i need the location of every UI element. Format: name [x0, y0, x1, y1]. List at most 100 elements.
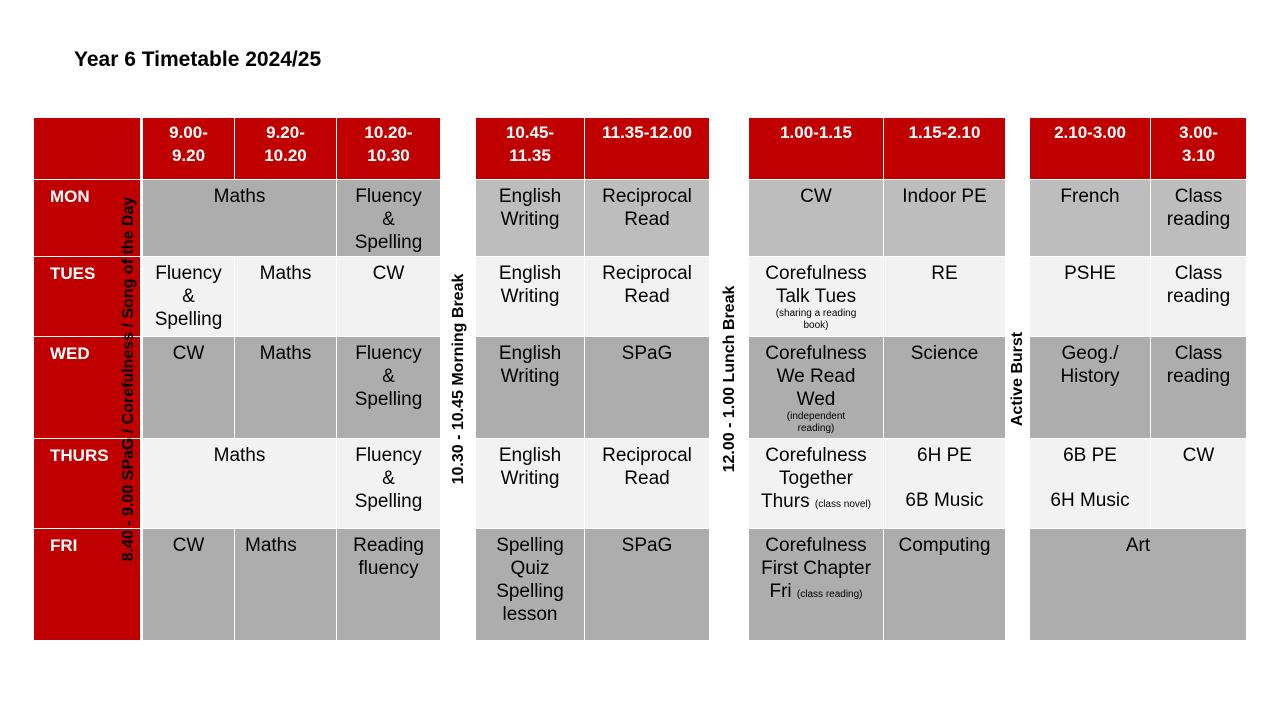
tues-fluency-l1: Fluency — [155, 263, 222, 284]
fri-corefulness-l3: Fri (class reading) — [769, 580, 862, 606]
day-label-fri: FRI — [34, 529, 141, 641]
wed-science: Science — [884, 337, 1006, 439]
wed-cw: CW — [143, 337, 235, 439]
mon-class-reading-l1: Class — [1174, 186, 1223, 207]
mon-fluency-l3: Spelling — [354, 232, 423, 253]
tues-class-reading: Class reading — [1151, 257, 1247, 337]
thurs-corefulness: Corefulness Together Thurs (class novel) — [749, 439, 884, 529]
active-burst-label: Active Burst — [1009, 331, 1026, 427]
mon-reciprocal-l2: Read — [624, 209, 670, 230]
thurs-music2-text: 6H Music — [1050, 490, 1130, 511]
wed-fluency-l3: Spelling — [354, 389, 423, 410]
fri-spelling-l1: Spelling — [496, 535, 564, 556]
header-1-00-line1: 1.00-1.15 — [780, 123, 852, 142]
mon-fluency-l1: Fluency — [355, 186, 422, 207]
thurs-cw-text: CW — [1182, 445, 1215, 466]
tues-reciprocal-l2: Read — [624, 286, 670, 307]
wed-class-reading-l2: reading — [1166, 366, 1231, 387]
tues-fluency: Fluency & Spelling — [143, 257, 235, 337]
header-1-15: 1.15-2.10 — [884, 118, 1006, 180]
mon-english: English Writing — [476, 180, 585, 257]
tues-fluency-l3: Spelling — [154, 309, 223, 330]
header-11-35: 11.35-12.00 — [585, 118, 710, 180]
tues-corefulness: Corefulness Talk Tues (sharing a reading… — [749, 257, 884, 337]
header-1-00: 1.00-1.15 — [749, 118, 884, 180]
tues-corefulness-l1: Corefulness — [765, 263, 867, 284]
thurs-maths-text: Maths — [213, 445, 266, 466]
wed-geog-l2: History — [1060, 366, 1120, 387]
fri-corefulness-l1: Corefulness — [765, 535, 867, 556]
header-9-00-line2: 9.20 — [171, 146, 206, 165]
mon-fluency-l2: & — [382, 209, 395, 230]
wed-fluency: Fluency & Spelling — [337, 337, 441, 439]
header-10-20-line2: 10.30 — [367, 146, 410, 165]
fri-spag-text: SPaG — [621, 535, 673, 556]
header-1-15-line1: 1.15-2.10 — [908, 123, 981, 142]
thurs-corefulness-day: Thurs — [761, 491, 810, 512]
wed-english-l1: English — [498, 343, 562, 364]
wed-maths: Maths — [235, 337, 337, 439]
header-10-20-line1: 10.20- — [364, 123, 413, 142]
header-2-10: 2.10-3.00 — [1030, 118, 1151, 180]
header-9-20-line1: 9.20- — [266, 123, 305, 142]
header-9-20: 9.20- 10.20 — [235, 118, 337, 180]
thurs-corefulness-l1: Corefulness — [765, 445, 867, 466]
mon-class-reading-l2: reading — [1166, 209, 1231, 230]
tues-reciprocal: Reciprocal Read — [585, 257, 710, 337]
wed-english-l2: Writing — [500, 366, 560, 387]
lunch-break-label: 12.00 - 1.00 Lunch Break — [721, 285, 738, 473]
mon-cw: CW — [749, 180, 884, 257]
tues-pshe: PSHE — [1030, 257, 1151, 337]
tues-fluency-l2: & — [182, 286, 195, 307]
fri-cw: CW — [143, 529, 235, 641]
tues-english-l2: Writing — [500, 286, 560, 307]
fri-maths-text: Maths — [245, 535, 297, 556]
mon-english-l1: English — [498, 186, 562, 207]
wed-spag-text: SPaG — [621, 343, 673, 364]
page-title: Year 6 Timetable 2024/25 — [74, 48, 322, 71]
header-corner — [34, 118, 141, 180]
fri-computing: Computing — [884, 529, 1006, 641]
thurs-reciprocal: Reciprocal Read — [585, 439, 710, 529]
header-2-10-line1: 2.10-3.00 — [1054, 123, 1126, 142]
wed-science-text: Science — [910, 343, 979, 364]
wed-geog: Geog./ History — [1030, 337, 1151, 439]
thurs-pe2-text: 6B PE — [1063, 445, 1117, 466]
tues-re: RE — [884, 257, 1006, 337]
wed-cw-text: CW — [172, 343, 205, 364]
fri-corefulness-l2: First Chapter — [761, 558, 871, 579]
mon-maths: Maths — [143, 180, 337, 257]
thurs-music-text: 6B Music — [905, 490, 984, 511]
thurs-english-l1: English — [498, 445, 562, 466]
fri-spelling: Spelling Quiz Spelling lesson — [476, 529, 585, 641]
fri-spag: SPaG — [585, 529, 710, 641]
header-3-00-line2: 3.10 — [1181, 146, 1216, 165]
tues-maths-text: Maths — [259, 263, 312, 284]
thurs-cw: CW — [1151, 439, 1247, 529]
thurs-corefulness-l2: Together — [779, 468, 853, 489]
thurs-pe-music: 6H PE 6B Music — [884, 439, 1006, 529]
thurs-maths: Maths — [143, 439, 337, 529]
mon-french-text: French — [1060, 186, 1120, 207]
fri-spelling-l4: lesson — [502, 604, 558, 625]
fri-maths: Maths — [235, 529, 337, 641]
thurs-reciprocal-l2: Read — [624, 468, 670, 489]
wed-class-reading: Class reading — [1151, 337, 1247, 439]
tues-re-text: RE — [931, 263, 958, 284]
header-3-00: 3.00- 3.10 — [1151, 118, 1247, 180]
fri-corefulness: Corefulness First Chapter Fri (class rea… — [749, 529, 884, 641]
wed-english: English Writing — [476, 337, 585, 439]
tues-corefulness-l2: Talk Tues — [775, 286, 857, 307]
fri-reading: Reading fluency — [337, 529, 441, 641]
header-10-45-line1: 10.45- — [505, 123, 555, 142]
wed-corefulness-note: (independent reading) — [786, 411, 846, 434]
tues-english-l1: English — [498, 263, 562, 284]
header-10-45-line2: 11.35 — [509, 146, 551, 165]
fri-art-text: Art — [1125, 535, 1151, 556]
header-3-00-line1: 3.00- — [1179, 123, 1218, 142]
wed-corefulness: Corefulness We Read Wed (independent rea… — [749, 337, 884, 439]
thurs-fluency: Fluency & Spelling — [337, 439, 441, 529]
wed-geog-l1: Geog./ — [1061, 343, 1119, 364]
fri-corefulness-day: Fri — [769, 581, 792, 602]
day-label-tues: TUES — [34, 257, 141, 337]
